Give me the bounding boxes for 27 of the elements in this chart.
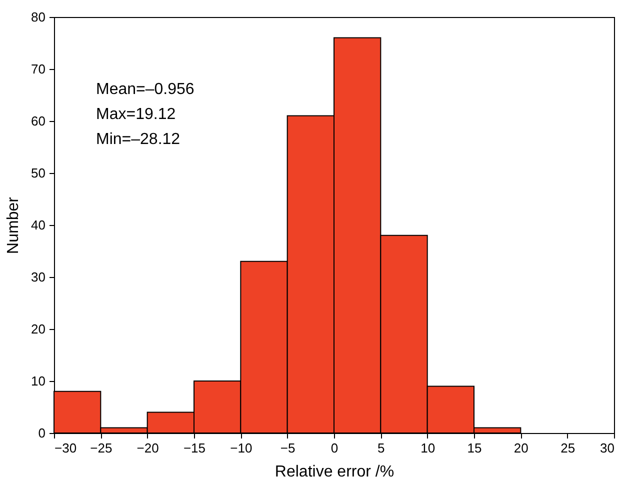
y-tick-label: 10 xyxy=(31,374,46,388)
y-tick-label: 50 xyxy=(31,166,46,180)
annotation: Mean=–0.956 xyxy=(96,81,194,98)
y-tick-label: 20 xyxy=(31,322,46,336)
x-tick-label: 30 xyxy=(600,440,614,456)
x-tick-label: −15 xyxy=(183,440,206,456)
y-axis-title: Number xyxy=(5,196,22,254)
x-tick-label: 20 xyxy=(514,440,528,456)
x-tick-label: −20 xyxy=(136,440,159,456)
x-tick-label: 25 xyxy=(560,440,576,456)
x-tick-label: −30 xyxy=(54,440,77,456)
x-tick-label: −5 xyxy=(280,440,296,456)
x-tick-label: −25 xyxy=(90,440,112,456)
annotation: Max=19.12 xyxy=(96,106,176,123)
y-tick-label: 0 xyxy=(38,426,46,440)
y-tick-label: 60 xyxy=(31,114,46,128)
annotation: Min=–28.12 xyxy=(96,131,180,148)
x-axis-title: Relative error /% xyxy=(274,464,394,480)
y-tick-label: 80 xyxy=(31,10,46,24)
x-tick-label: 5 xyxy=(378,440,385,456)
y-tick-label: 30 xyxy=(31,270,46,284)
x-tick-label: −10 xyxy=(230,440,252,456)
y-tick-label: 70 xyxy=(31,62,46,76)
x-tick-label: 15 xyxy=(467,440,482,456)
x-tick-label: 0 xyxy=(330,440,338,456)
x-tick-label: 10 xyxy=(420,440,436,456)
y-tick-label: 40 xyxy=(31,218,46,232)
